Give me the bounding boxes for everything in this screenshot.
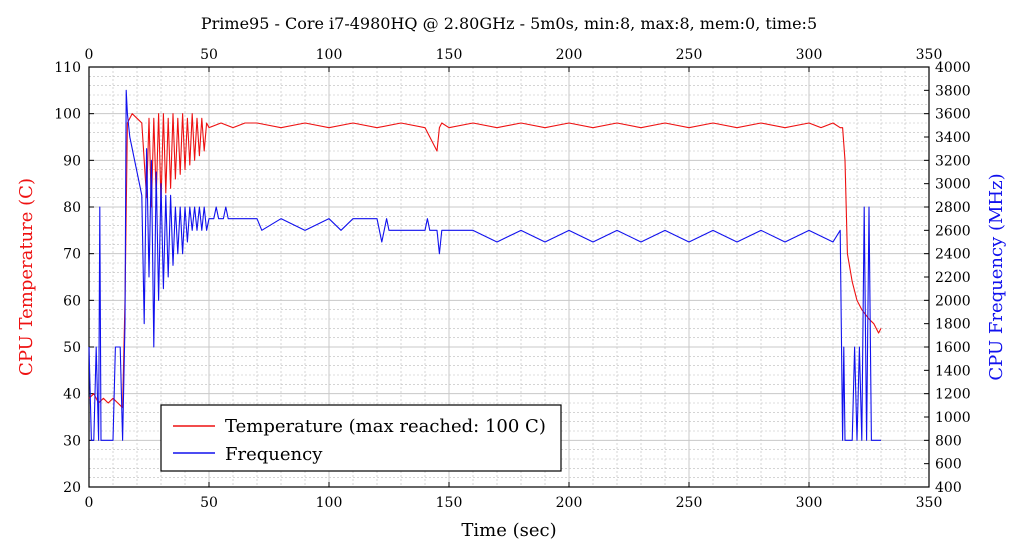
y-right-tick-label: 3400 xyxy=(935,130,971,146)
y-right-tick-label: 3200 xyxy=(935,153,971,169)
y-right-tick-label: 600 xyxy=(935,457,962,473)
y-left-tick-label: 110 xyxy=(54,60,81,76)
y-right-tick-label: 4000 xyxy=(935,60,971,76)
legend-temperature-label: Temperature (max reached: 100 C) xyxy=(225,416,546,437)
x-tick-label-top: 0 xyxy=(85,47,94,63)
x-tick-label-top: 350 xyxy=(916,47,943,63)
y-left-tick-label: 40 xyxy=(63,387,81,403)
y-right-tick-label: 3000 xyxy=(935,177,971,193)
y-axis-left-title: CPU Temperature (C) xyxy=(16,178,37,376)
x-tick-label-top: 150 xyxy=(436,47,463,63)
y-right-tick-label: 2800 xyxy=(935,200,971,216)
y-right-tick-label: 800 xyxy=(935,433,962,449)
y-right-tick-label: 1600 xyxy=(935,340,971,356)
series-layer xyxy=(88,89,882,441)
x-tick-label-bottom: 200 xyxy=(556,495,583,511)
tick-labels: 0 0 50 50 100 100 150 150 200 200 250 250 300 300 350 3… xyxy=(54,47,970,511)
y-left-tick-label: 80 xyxy=(63,200,81,216)
x-tick-label-top: 250 xyxy=(676,47,703,63)
x-tick-label-bottom: 100 xyxy=(316,495,343,511)
x-tick-label-top: 200 xyxy=(556,47,583,63)
y-right-tick-label: 1200 xyxy=(935,387,971,403)
x-tick-label-bottom: 300 xyxy=(796,495,823,511)
axis-ticks xyxy=(88,66,930,488)
y-right-tick-label: 3600 xyxy=(935,107,971,123)
legend-frequency-label: Frequency xyxy=(225,444,323,465)
y-left-tick-label: 60 xyxy=(63,293,81,309)
temperature-series-line xyxy=(88,113,882,409)
x-tick-label-bottom: 250 xyxy=(676,495,703,511)
x-tick-label-bottom: 150 xyxy=(436,495,463,511)
x-tick-label-top: 50 xyxy=(200,47,218,63)
y-right-tick-label: 2200 xyxy=(935,270,971,286)
y-right-tick-label: 1400 xyxy=(935,363,971,379)
y-left-tick-label: 70 xyxy=(63,247,81,263)
y-right-tick-label: 2400 xyxy=(935,247,971,263)
y-right-tick-label: 1800 xyxy=(935,317,971,333)
chart-title: Prime95 - Core i7-4980HQ @ 2.80GHz - 5m0… xyxy=(201,14,817,33)
y-left-tick-label: 20 xyxy=(63,480,81,496)
y-axis-right-title: CPU Frequency (MHz) xyxy=(986,173,1007,380)
legend: Temperature (max reached: 100 C) Frequen… xyxy=(160,404,562,472)
x-tick-label-bottom: 0 xyxy=(85,495,94,511)
y-right-tick-label: 3800 xyxy=(935,83,971,99)
y-right-tick-label: 400 xyxy=(935,480,962,496)
grid-minor xyxy=(89,67,929,487)
x-tick-label-top: 100 xyxy=(316,47,343,63)
frequency-series-line xyxy=(88,89,881,441)
x-axis-title: Time (sec) xyxy=(461,520,556,541)
x-tick-label-bottom: 350 xyxy=(916,495,943,511)
x-tick-label-bottom: 50 xyxy=(200,495,218,511)
y-right-tick-label: 1000 xyxy=(935,410,971,426)
y-left-tick-label: 30 xyxy=(63,433,81,449)
y-right-tick-label: 2000 xyxy=(935,293,971,309)
x-tick-label-top: 300 xyxy=(796,47,823,63)
y-left-tick-label: 50 xyxy=(63,340,81,356)
legend-box xyxy=(160,404,562,472)
y-left-tick-label: 100 xyxy=(54,107,81,123)
y-right-tick-label: 2600 xyxy=(935,223,971,239)
y-left-tick-label: 90 xyxy=(63,153,81,169)
